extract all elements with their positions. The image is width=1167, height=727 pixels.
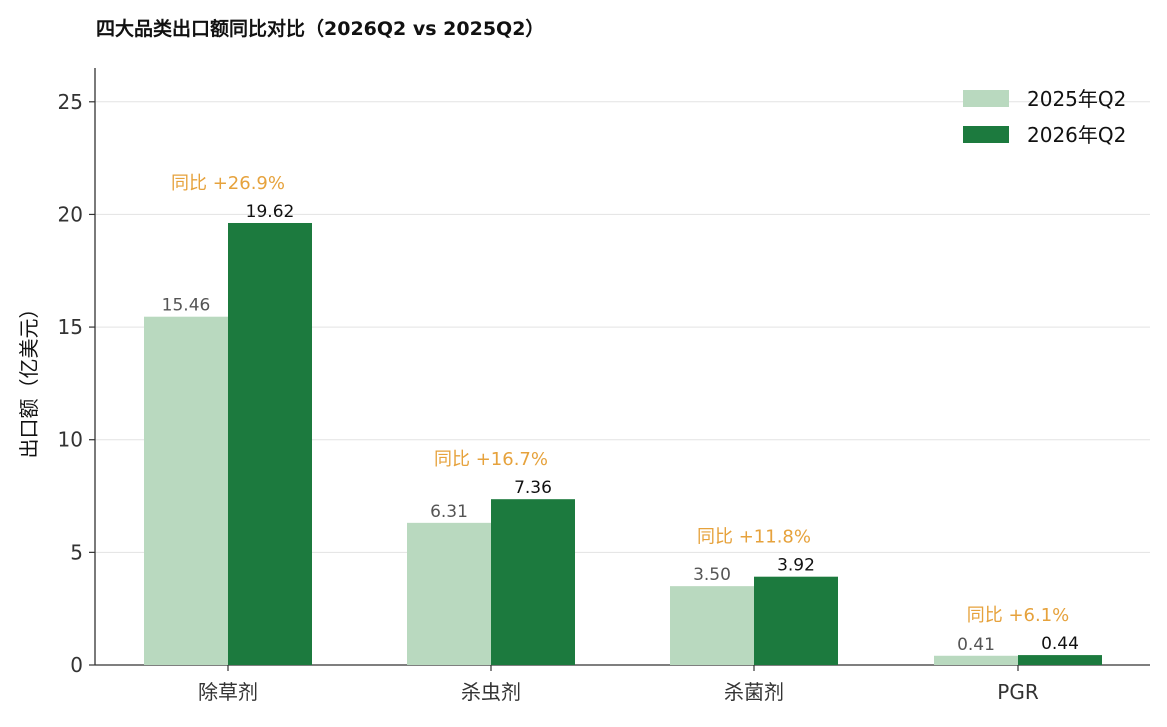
x-tick-label: 杀虫剂 <box>461 680 521 704</box>
x-tick-label: 杀菌剂 <box>724 680 784 704</box>
legend-label: 2026年Q2 <box>1027 123 1126 147</box>
data-label-2025q2: 6.31 <box>430 502 468 522</box>
y-tick-label: 20 <box>58 202 83 226</box>
y-axis-label: 出口额（亿美元） <box>17 299 41 459</box>
y-tick-label: 25 <box>58 90 83 114</box>
legend-swatch <box>963 90 1009 107</box>
yoy-annotation: 同比 +26.9% <box>171 173 285 194</box>
legend-label: 2025年Q2 <box>1027 87 1126 111</box>
y-tick-label: 0 <box>70 653 83 677</box>
data-label-2026q2: 7.36 <box>514 478 552 498</box>
bar-2025q2 <box>144 316 228 665</box>
data-label-2025q2: 0.41 <box>957 635 995 655</box>
bar-2026q2 <box>228 222 312 665</box>
x-tick-label: PGR <box>997 680 1039 704</box>
data-label-2025q2: 3.50 <box>693 565 731 585</box>
bar-2026q2 <box>491 499 575 665</box>
chart-title: 四大品类出口额同比对比（2026Q2 vs 2025Q2） <box>96 18 545 40</box>
yoy-annotation: 同比 +11.8% <box>697 527 811 548</box>
legend-swatch <box>963 126 1009 143</box>
data-label-2026q2: 3.92 <box>777 556 815 576</box>
data-label-2026q2: 0.44 <box>1041 634 1079 654</box>
bar-2025q2 <box>670 586 754 665</box>
yoy-annotation: 同比 +16.7% <box>434 449 548 470</box>
bar-2026q2 <box>754 576 838 665</box>
y-tick-label: 5 <box>70 540 83 564</box>
yoy-annotation: 同比 +6.1% <box>967 605 1070 626</box>
y-tick-label: 15 <box>58 315 83 339</box>
bar-2025q2 <box>407 522 491 665</box>
x-tick-label: 除草剂 <box>198 680 258 704</box>
bar-2025q2 <box>934 655 1018 665</box>
y-tick-label: 10 <box>58 428 83 452</box>
bar-2026q2 <box>1018 655 1102 665</box>
data-label-2025q2: 15.46 <box>162 296 211 316</box>
data-label-2026q2: 19.62 <box>246 202 295 222</box>
